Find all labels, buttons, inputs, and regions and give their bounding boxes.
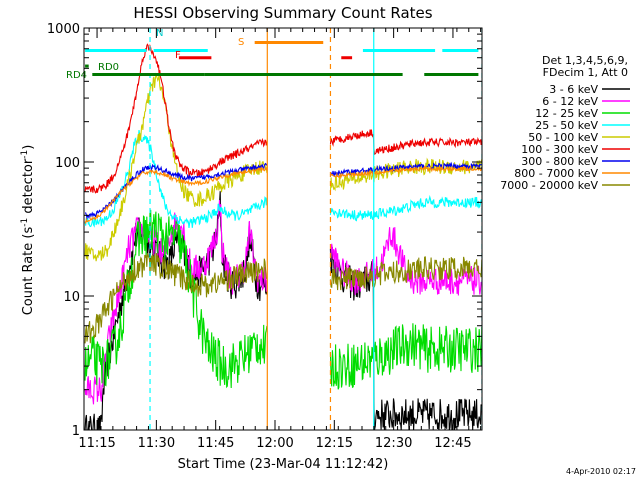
series-line-s5 bbox=[84, 43, 482, 194]
x-tick-label: 12:00 bbox=[256, 436, 293, 451]
status-label: S bbox=[238, 37, 244, 48]
series-line-s2 bbox=[84, 209, 482, 390]
x-tick-label: 11:45 bbox=[197, 436, 234, 451]
status-label: RD0 bbox=[98, 62, 119, 73]
legend-label-s7: 800 - 7000 keV bbox=[514, 167, 598, 180]
series-line-s6 bbox=[85, 161, 482, 220]
y-tick-label: 1000 bbox=[47, 22, 80, 37]
series-line-s8 bbox=[84, 253, 482, 344]
legend-header-line: Det 1,3,4,5,6,9, bbox=[542, 54, 628, 67]
x-tick-label: 12:15 bbox=[316, 436, 353, 451]
y-axis-label-sup2: -1 bbox=[20, 150, 30, 159]
x-tick-label: 12:45 bbox=[434, 436, 471, 451]
y-axis-label-sup1: -1 bbox=[20, 218, 30, 227]
legend-header-line: FDecim 1, Att 0 bbox=[543, 66, 628, 79]
y-axis-label-mid: detector bbox=[21, 158, 36, 218]
legend-label-s6: 300 - 800 keV bbox=[521, 155, 598, 168]
y-axis-label: Count Rate (s-1 detector-1) bbox=[20, 145, 36, 316]
legend-label-s1: 6 - 12 keV bbox=[542, 95, 598, 108]
x-tick-label: 11:15 bbox=[78, 436, 115, 451]
plot-area bbox=[84, 28, 482, 430]
legend-label-s3: 25 - 50 keV bbox=[535, 119, 598, 132]
status-label: N bbox=[156, 28, 163, 39]
legend: Det 1,3,4,5,6,9,FDecim 1, Att 0 3 - 6 keV… bbox=[500, 54, 630, 192]
y-axis-label-end: ) bbox=[21, 145, 36, 150]
y-axis-label-main: Count Rate (s bbox=[21, 227, 36, 316]
series-line-s7 bbox=[84, 164, 482, 225]
legend-label-s2: 12 - 25 keV bbox=[535, 107, 598, 120]
legend-label-s0: 3 - 6 keV bbox=[549, 83, 598, 96]
legend-label-s5: 100 - 300 keV bbox=[521, 143, 598, 156]
status-label: F bbox=[175, 50, 181, 61]
x-tick-label: 11:30 bbox=[138, 436, 175, 451]
legend-label-s8: 7000 - 20000 keV bbox=[500, 179, 598, 192]
plot-frame bbox=[83, 27, 483, 431]
chart-title: HESSI Observing Summary Count Rates bbox=[133, 4, 432, 22]
y-tick-label: 10 bbox=[63, 290, 80, 305]
y-tick-label: 100 bbox=[55, 156, 80, 171]
legend-label-s4: 50 - 100 keV bbox=[528, 131, 598, 144]
status-label: RD4 bbox=[66, 70, 87, 81]
y-tick-label: 1 bbox=[72, 424, 80, 439]
x-axis-label: Start Time (23-Mar-04 11:12:42) bbox=[178, 457, 389, 472]
x-tick-label: 12:30 bbox=[375, 436, 412, 451]
footer-date: 4-Apr-2010 02:17 bbox=[566, 467, 636, 476]
